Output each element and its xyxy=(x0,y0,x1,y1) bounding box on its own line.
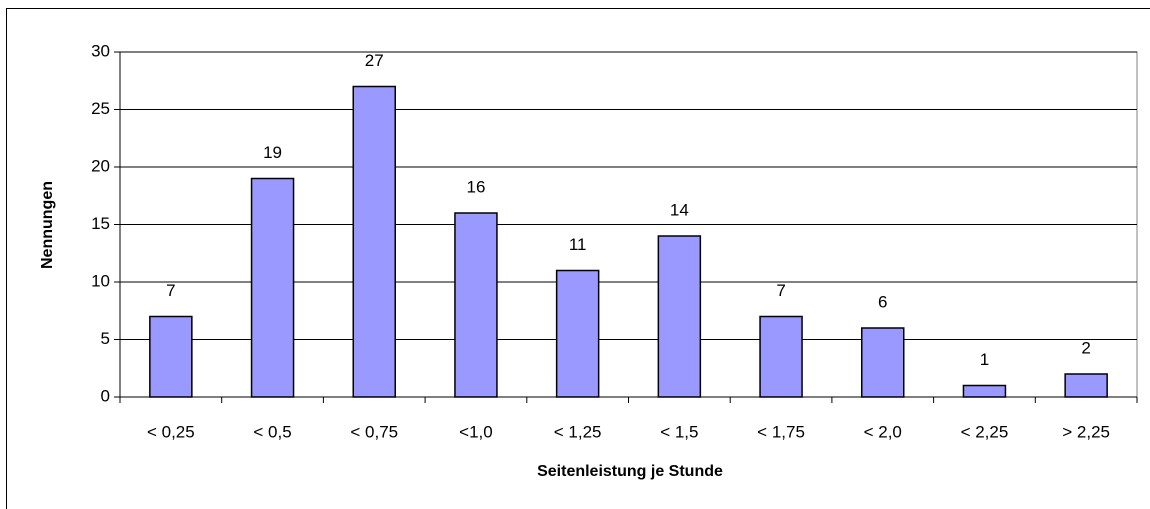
value-label: 14 xyxy=(670,200,689,219)
y-tick-label: 20 xyxy=(91,156,110,175)
bar xyxy=(759,315,803,398)
y-tick-label: 30 xyxy=(91,41,110,60)
value-label: 2 xyxy=(1081,338,1090,357)
value-label: 27 xyxy=(365,51,384,70)
x-tick-label: < 2,25 xyxy=(961,422,1009,441)
y-tick-label: 10 xyxy=(91,271,110,290)
value-label: 7 xyxy=(776,281,785,300)
x-tick-label: < 0,25 xyxy=(147,422,195,441)
bar xyxy=(149,315,193,398)
y-axis-title: Nennungen xyxy=(39,181,56,269)
bar xyxy=(250,177,295,398)
x-tick-label: < 0,5 xyxy=(253,422,291,441)
x-tick-label: < 1,25 xyxy=(554,422,602,441)
y-tick-label: 25 xyxy=(91,99,110,118)
x-axis-title: Seitenleistung je Stunde xyxy=(537,463,723,480)
y-tick-label: 0 xyxy=(101,386,110,405)
x-tick-label: < 1,5 xyxy=(660,422,698,441)
x-tick-label: < 1,75 xyxy=(757,422,805,441)
bar xyxy=(657,235,702,398)
bar xyxy=(454,212,498,398)
bar xyxy=(1064,373,1108,398)
x-tick-label: < 2,0 xyxy=(864,422,902,441)
bar xyxy=(352,85,396,398)
value-label: 11 xyxy=(569,235,587,254)
value-label: 1 xyxy=(980,350,989,369)
x-tick-label: < 0,75 xyxy=(350,422,398,441)
y-tick-label: 15 xyxy=(91,214,110,233)
value-label: 16 xyxy=(466,177,485,196)
value-label: 19 xyxy=(263,143,282,162)
x-tick-label: <1,0 xyxy=(459,422,493,441)
bar xyxy=(962,384,1007,398)
y-tick-label: 5 xyxy=(101,329,110,348)
x-tick-label: > 2,25 xyxy=(1062,422,1110,441)
bar xyxy=(555,269,600,398)
value-label: 7 xyxy=(166,281,175,300)
value-label: 6 xyxy=(878,292,887,311)
bar xyxy=(861,327,905,398)
